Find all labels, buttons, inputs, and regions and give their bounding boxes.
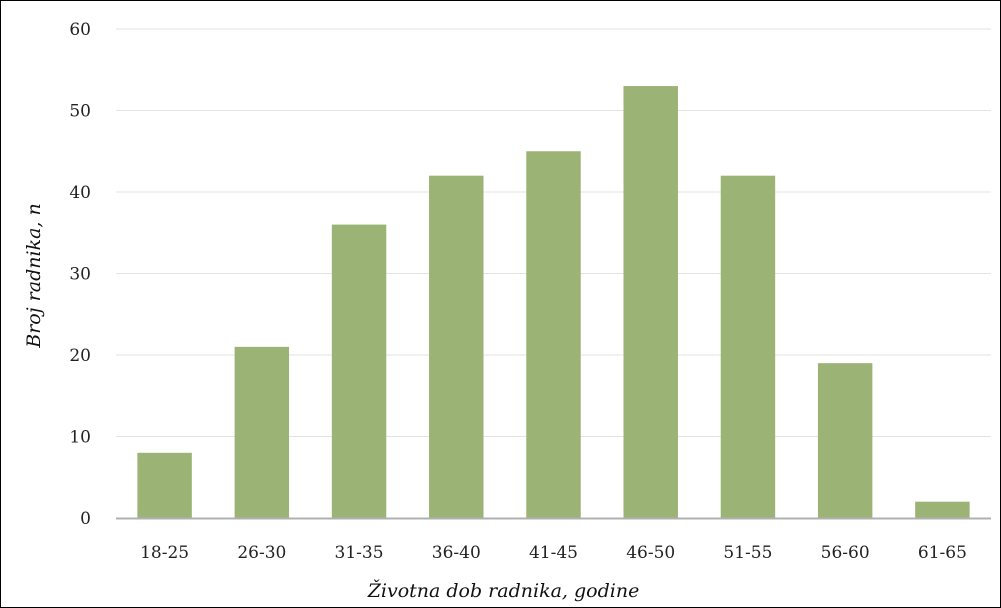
x-tick-label: 56-60 xyxy=(821,543,870,563)
bar-61-65 xyxy=(915,501,970,518)
y-axis-title: Broj radnika, n xyxy=(23,203,45,348)
y-tick-labels: 0 10 20 30 40 50 60 xyxy=(69,20,91,529)
bar-26-30 xyxy=(234,346,290,518)
y-tick-label: 60 xyxy=(69,20,91,40)
x-tick-label: 26-30 xyxy=(237,543,286,563)
bar-56-60 xyxy=(817,363,873,518)
y-tick-label: 10 xyxy=(69,428,91,448)
bar-31-35 xyxy=(331,224,387,518)
y-tick-label: 40 xyxy=(69,183,91,203)
x-tick-label: 18-25 xyxy=(140,543,189,563)
x-tick-labels: 18-25 26-30 31-35 36-40 41-45 46-50 51-55 56-60… xyxy=(140,543,967,563)
y-tick-label: 50 xyxy=(69,102,91,122)
x-tick-label: 61-65 xyxy=(918,543,967,563)
x-tick-label: 51-55 xyxy=(723,543,772,563)
bar-18-25 xyxy=(137,452,192,518)
y-tick-label: 0 xyxy=(80,509,91,529)
y-tick-label: 30 xyxy=(69,265,91,285)
bars xyxy=(137,86,970,519)
x-tick-label: 31-35 xyxy=(335,543,384,563)
bar-41-45 xyxy=(526,151,581,518)
bar-51-55 xyxy=(720,175,776,518)
x-tick-label: 46-50 xyxy=(626,543,675,563)
x-axis-title: Životna dob radnika, godine xyxy=(367,579,640,602)
y-tick-label: 20 xyxy=(69,346,91,366)
x-tick-label: 36-40 xyxy=(432,543,481,563)
bar-36-40 xyxy=(429,175,484,518)
bar-46-50 xyxy=(623,86,678,519)
x-tick-label: 41-45 xyxy=(529,543,578,563)
